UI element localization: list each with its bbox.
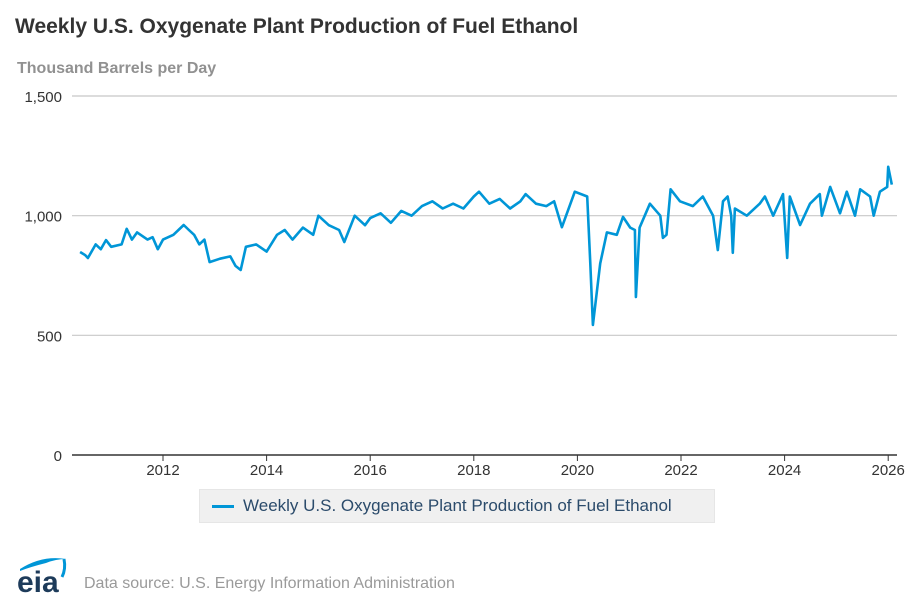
x-tick-label: 2026 [872,462,905,479]
svg-text:eia: eia [17,566,59,595]
x-tick-label: 2022 [664,462,697,479]
y-tick-label: 1,500 [24,89,62,106]
y-tick-label: 1,000 [24,209,62,226]
y-tick-label: 0 [54,448,62,465]
x-tick-label: 2024 [768,462,801,479]
legend[interactable]: Weekly U.S. Oxygenate Plant Production o… [199,489,715,523]
series-line [79,165,894,327]
x-tick-label: 2016 [354,462,387,479]
data-source: Data source: U.S. Energy Information Adm… [84,575,455,592]
legend-label: Weekly U.S. Oxygenate Plant Production o… [243,496,672,515]
y-axis-label: Thousand Barrels per Day [17,60,217,77]
x-tick-label: 2018 [457,462,490,479]
legend-swatch [212,504,234,508]
chart-title: Weekly U.S. Oxygenate Plant Production o… [15,15,579,38]
x-tick-label: 2020 [561,462,594,479]
x-tick-label: 2014 [250,462,283,479]
x-tick-label: 2012 [146,462,179,479]
eia-logo: eia [17,558,67,595]
y-tick-label: 500 [37,328,62,345]
